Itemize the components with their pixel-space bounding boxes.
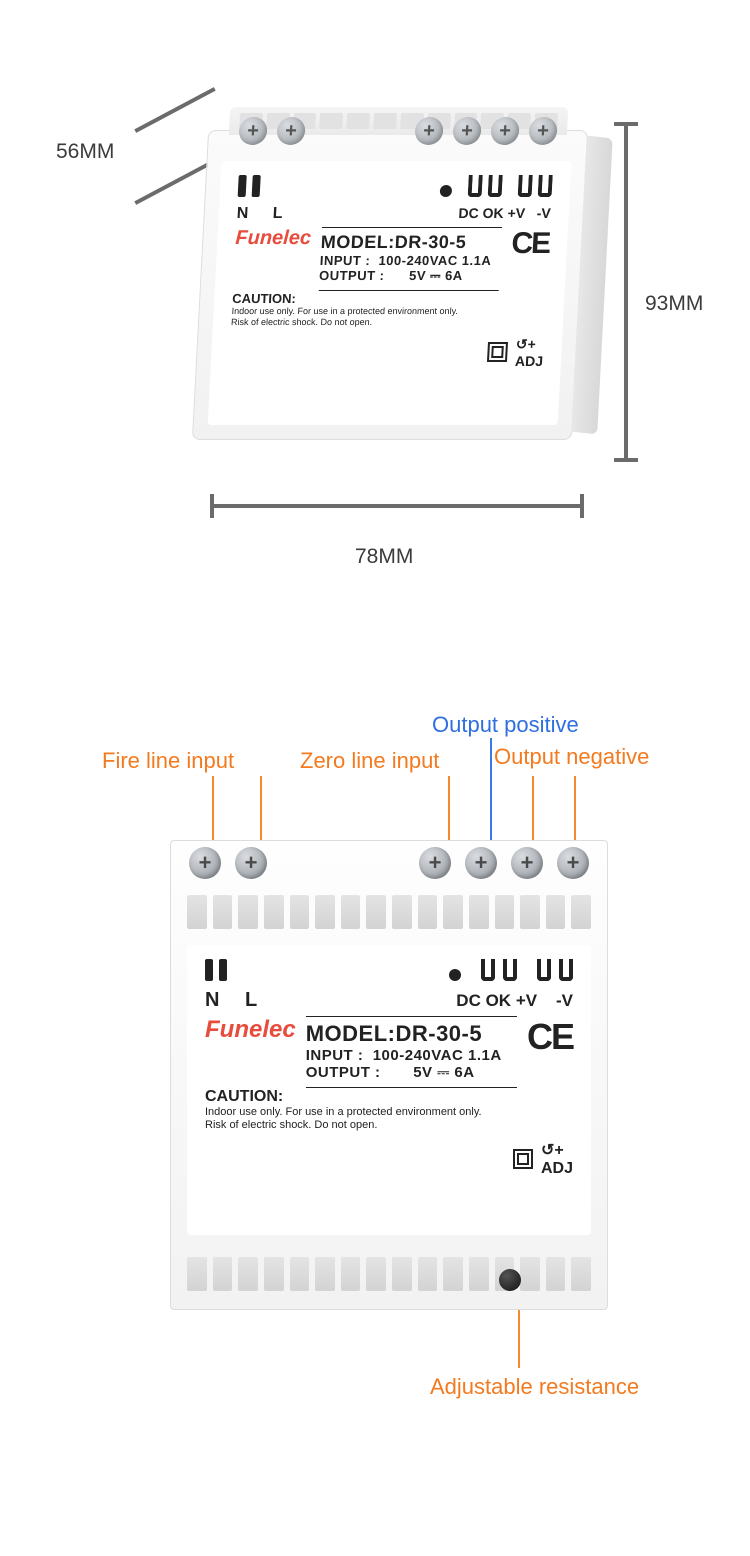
spec-plate: N L DC OK +V -V Funelec MODEL:DR-30-5 IN… bbox=[208, 161, 572, 425]
device-body: N L DC OK +V -V Funelec MODEL:DR-30-5 IN… bbox=[170, 840, 608, 1310]
screw-icon bbox=[276, 117, 305, 145]
ce-mark: CE bbox=[527, 1016, 573, 1058]
input-label: INPUT : bbox=[319, 253, 370, 268]
l-label: L bbox=[272, 205, 293, 222]
model-value: DR-30-5 bbox=[394, 232, 467, 252]
screw-icon bbox=[465, 847, 497, 879]
n-label: N bbox=[205, 989, 229, 1011]
vn-label: -V bbox=[536, 205, 551, 221]
output-value: 5V ⎓ 6A bbox=[413, 1064, 474, 1081]
device-side bbox=[571, 136, 612, 435]
class2-icon bbox=[487, 342, 508, 362]
spec-plate: N L DC OK +V -V Funelec MODEL:DR-30-5 IN… bbox=[187, 945, 591, 1235]
model-label: MODEL: bbox=[320, 232, 395, 252]
input-value: 100-240VAC 1.1A bbox=[373, 1047, 502, 1064]
dim-width-label: 78MM bbox=[355, 545, 413, 569]
dim-height-label: 93MM bbox=[645, 292, 703, 316]
model-value: DR-30-5 bbox=[395, 1021, 482, 1046]
caution-text: Indoor use only. For use in a protected … bbox=[231, 306, 546, 317]
vent-slots bbox=[181, 887, 597, 937]
dimensions-view: 56MM 93MM 78MM bbox=[0, 0, 750, 600]
model-label: MODEL: bbox=[306, 1021, 396, 1046]
callout-adjustable-resistance: Adjustable resistance bbox=[430, 1374, 639, 1400]
device-iso: N L DC OK +V -V Funelec MODEL:DR-30-5 IN… bbox=[192, 130, 588, 440]
dim-line bbox=[134, 87, 215, 133]
output-label: OUTPUT : bbox=[306, 1064, 381, 1081]
dim-tick bbox=[210, 494, 214, 518]
vp-label: +V bbox=[507, 205, 525, 221]
screw-icon bbox=[189, 847, 221, 879]
l-label: L bbox=[245, 989, 267, 1011]
vent-slots bbox=[181, 1249, 597, 1299]
dim-line bbox=[212, 504, 582, 508]
led-icon bbox=[440, 185, 453, 197]
brand-logo: Funelec bbox=[235, 227, 312, 250]
lead-line bbox=[490, 738, 492, 854]
vp-label: +V bbox=[516, 991, 537, 1010]
dcok-label: DC OK bbox=[458, 205, 504, 221]
output-value: 5V ⎓ 6A bbox=[409, 268, 463, 283]
vn-label: -V bbox=[556, 991, 573, 1010]
callout-zero-line: Zero line input bbox=[300, 748, 439, 774]
led-icon bbox=[449, 969, 461, 981]
callout-output-negative: Output negative bbox=[494, 744, 649, 770]
caution-text: Indoor use only. For use in a protected … bbox=[205, 1106, 573, 1119]
class2-icon bbox=[513, 1149, 533, 1169]
adj-knob bbox=[499, 1269, 521, 1291]
caution-label: CAUTION: bbox=[232, 291, 547, 306]
adj-label: ↺+ADJ bbox=[541, 1140, 573, 1178]
dim-tick bbox=[614, 458, 638, 462]
input-terminals bbox=[238, 117, 305, 145]
dim-line bbox=[624, 124, 628, 460]
screw-icon bbox=[511, 847, 543, 879]
screw-icon bbox=[557, 847, 589, 879]
callout-output-positive: Output positive bbox=[432, 712, 579, 738]
dim-line bbox=[134, 159, 215, 205]
input-label: INPUT : bbox=[306, 1047, 364, 1064]
callouts-view: Fire line input Zero line input Output p… bbox=[0, 720, 750, 1480]
input-value: 100-240VAC 1.1A bbox=[378, 253, 492, 268]
callout-fire-line: Fire line input bbox=[102, 748, 234, 774]
screw-icon bbox=[414, 117, 443, 145]
dim-tick bbox=[580, 494, 584, 518]
caution-text: Risk of electric shock. Do not open. bbox=[231, 317, 546, 328]
screw-icon bbox=[528, 117, 557, 145]
dim-tick bbox=[614, 122, 638, 126]
brand-logo: Funelec bbox=[205, 1016, 296, 1044]
terminal-bay bbox=[189, 847, 589, 889]
screw-icon bbox=[235, 847, 267, 879]
output-terminals bbox=[414, 117, 557, 145]
dim-depth-label: 56MM bbox=[56, 140, 114, 164]
ce-mark: CE bbox=[511, 227, 550, 261]
caution-text: Risk of electric shock. Do not open. bbox=[205, 1119, 573, 1132]
screw-icon bbox=[238, 117, 267, 145]
device-body: N L DC OK +V -V Funelec MODEL:DR-30-5 IN… bbox=[192, 130, 588, 440]
screw-icon bbox=[490, 117, 519, 145]
adj-label: ↺+ADJ bbox=[515, 336, 545, 369]
screw-icon bbox=[419, 847, 451, 879]
screw-icon bbox=[452, 117, 481, 145]
n-label: N bbox=[236, 205, 258, 222]
device-front: N L DC OK +V -V Funelec MODEL:DR-30-5 IN… bbox=[170, 840, 608, 1310]
caution-label: CAUTION: bbox=[205, 1088, 573, 1106]
output-label: OUTPUT : bbox=[319, 268, 385, 283]
dcok-label: DC OK bbox=[456, 991, 511, 1010]
